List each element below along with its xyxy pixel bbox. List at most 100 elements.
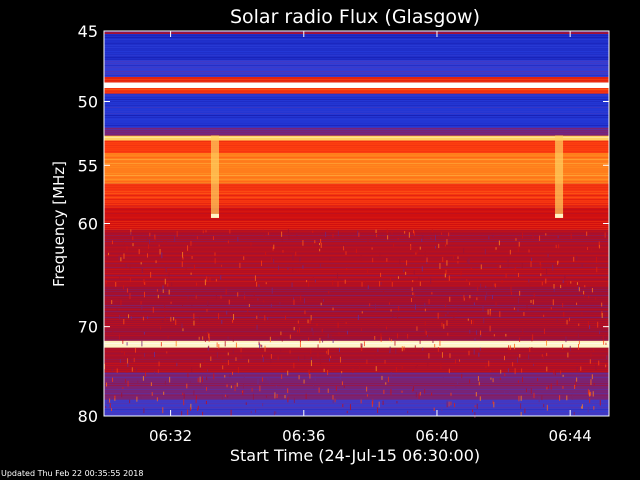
texture-line bbox=[104, 331, 609, 332]
speckle-mark bbox=[257, 298, 259, 301]
speckle-mark bbox=[553, 288, 555, 293]
speckle-mark bbox=[265, 282, 267, 285]
speckle-mark bbox=[573, 411, 575, 416]
speckle-mark bbox=[319, 264, 321, 267]
speckle-mark bbox=[598, 360, 600, 366]
speckle-mark bbox=[377, 348, 379, 353]
speckle-mark bbox=[438, 243, 440, 249]
texture-line bbox=[104, 405, 609, 406]
speckle-mark bbox=[208, 345, 210, 349]
speckle-mark bbox=[505, 333, 507, 337]
texture-line bbox=[104, 367, 609, 368]
speckle-mark bbox=[304, 310, 306, 315]
speckle-mark bbox=[271, 257, 273, 262]
speckle-mark bbox=[164, 278, 166, 285]
speckle-mark bbox=[446, 320, 448, 326]
texture-line bbox=[104, 271, 609, 272]
speckle-mark bbox=[469, 295, 471, 299]
speckle-mark bbox=[593, 406, 595, 410]
speckle-mark bbox=[226, 310, 228, 315]
speckle-mark bbox=[227, 395, 229, 398]
texture-line bbox=[104, 363, 609, 364]
speckle-mark bbox=[590, 391, 592, 396]
speckle-mark bbox=[329, 258, 331, 261]
speckle-mark bbox=[202, 336, 204, 340]
texture-line bbox=[104, 111, 609, 112]
burst-column bbox=[210, 135, 219, 218]
speckle-mark bbox=[322, 339, 324, 343]
speckle-mark bbox=[519, 337, 521, 342]
y-axis-ticks: 45 50 55 60 70 80 bbox=[78, 22, 609, 426]
texture-line bbox=[104, 191, 609, 192]
speckle-mark bbox=[218, 344, 220, 349]
speckle-mark bbox=[110, 408, 112, 412]
speckle-mark bbox=[398, 306, 400, 311]
speckle-mark bbox=[492, 283, 494, 290]
speckle-mark bbox=[261, 377, 263, 382]
speckle-mark bbox=[399, 259, 401, 265]
speckle-mark bbox=[576, 377, 578, 382]
speckle-mark bbox=[227, 360, 229, 366]
texture-line bbox=[104, 73, 609, 74]
speckle-mark bbox=[157, 369, 159, 374]
speckle-mark bbox=[183, 393, 185, 399]
speckle-mark bbox=[530, 388, 532, 394]
speckle-mark bbox=[427, 362, 429, 368]
speckle-mark bbox=[119, 334, 121, 340]
speckle-mark bbox=[377, 407, 379, 413]
speckle-mark bbox=[105, 405, 107, 409]
speckle-mark bbox=[165, 241, 167, 244]
speckle-mark bbox=[554, 370, 556, 376]
texture-line bbox=[104, 339, 609, 340]
texture-line bbox=[104, 385, 609, 386]
speckle-mark bbox=[386, 229, 388, 234]
texture-line bbox=[104, 403, 609, 404]
speckle-mark bbox=[507, 263, 509, 268]
speckle-mark bbox=[546, 340, 548, 346]
speckle-mark bbox=[421, 238, 423, 242]
speckle-mark bbox=[583, 290, 585, 295]
texture-line bbox=[104, 301, 609, 302]
speckle-mark bbox=[479, 347, 481, 351]
speckle-mark bbox=[319, 358, 321, 364]
speckle-mark bbox=[332, 395, 334, 400]
speckle-mark bbox=[308, 370, 310, 374]
speckle-mark bbox=[568, 317, 570, 322]
speckle-mark bbox=[581, 404, 583, 409]
speckle-mark bbox=[446, 400, 448, 406]
speckle-mark bbox=[226, 384, 228, 388]
speckle-mark bbox=[312, 230, 314, 233]
speckle-mark bbox=[453, 315, 455, 320]
speckle-mark bbox=[231, 371, 233, 375]
speckle-mark bbox=[494, 249, 496, 252]
speckle-mark bbox=[332, 233, 334, 238]
y-tick-label: 50 bbox=[78, 93, 98, 112]
speckle-mark bbox=[599, 330, 601, 335]
speckle-mark bbox=[431, 292, 433, 295]
speckle-mark bbox=[526, 304, 528, 311]
speckle-mark bbox=[332, 280, 334, 286]
speckle-mark bbox=[474, 411, 476, 418]
frequency-band bbox=[104, 93, 609, 128]
speckle-mark bbox=[109, 398, 111, 403]
speckle-mark bbox=[337, 322, 339, 328]
texture-line bbox=[104, 215, 609, 216]
speckle-mark bbox=[591, 374, 593, 380]
speckle-mark bbox=[182, 328, 184, 332]
speckle-mark bbox=[167, 335, 169, 339]
speckle-mark bbox=[275, 385, 277, 388]
speckle-mark bbox=[237, 367, 239, 373]
speckle-mark bbox=[424, 321, 426, 326]
speckle-mark bbox=[562, 280, 564, 284]
speckle-mark bbox=[220, 356, 222, 363]
speckle-mark bbox=[605, 364, 607, 368]
speckle-mark bbox=[469, 329, 471, 334]
speckle-mark bbox=[492, 400, 494, 404]
speckle-mark bbox=[116, 307, 118, 311]
speckle-mark bbox=[345, 321, 347, 325]
texture-line bbox=[104, 255, 609, 256]
speckle-mark bbox=[142, 354, 144, 359]
y-tick-label: 45 bbox=[78, 22, 98, 41]
speckle-mark bbox=[122, 285, 124, 290]
speckle-mark bbox=[241, 390, 243, 393]
